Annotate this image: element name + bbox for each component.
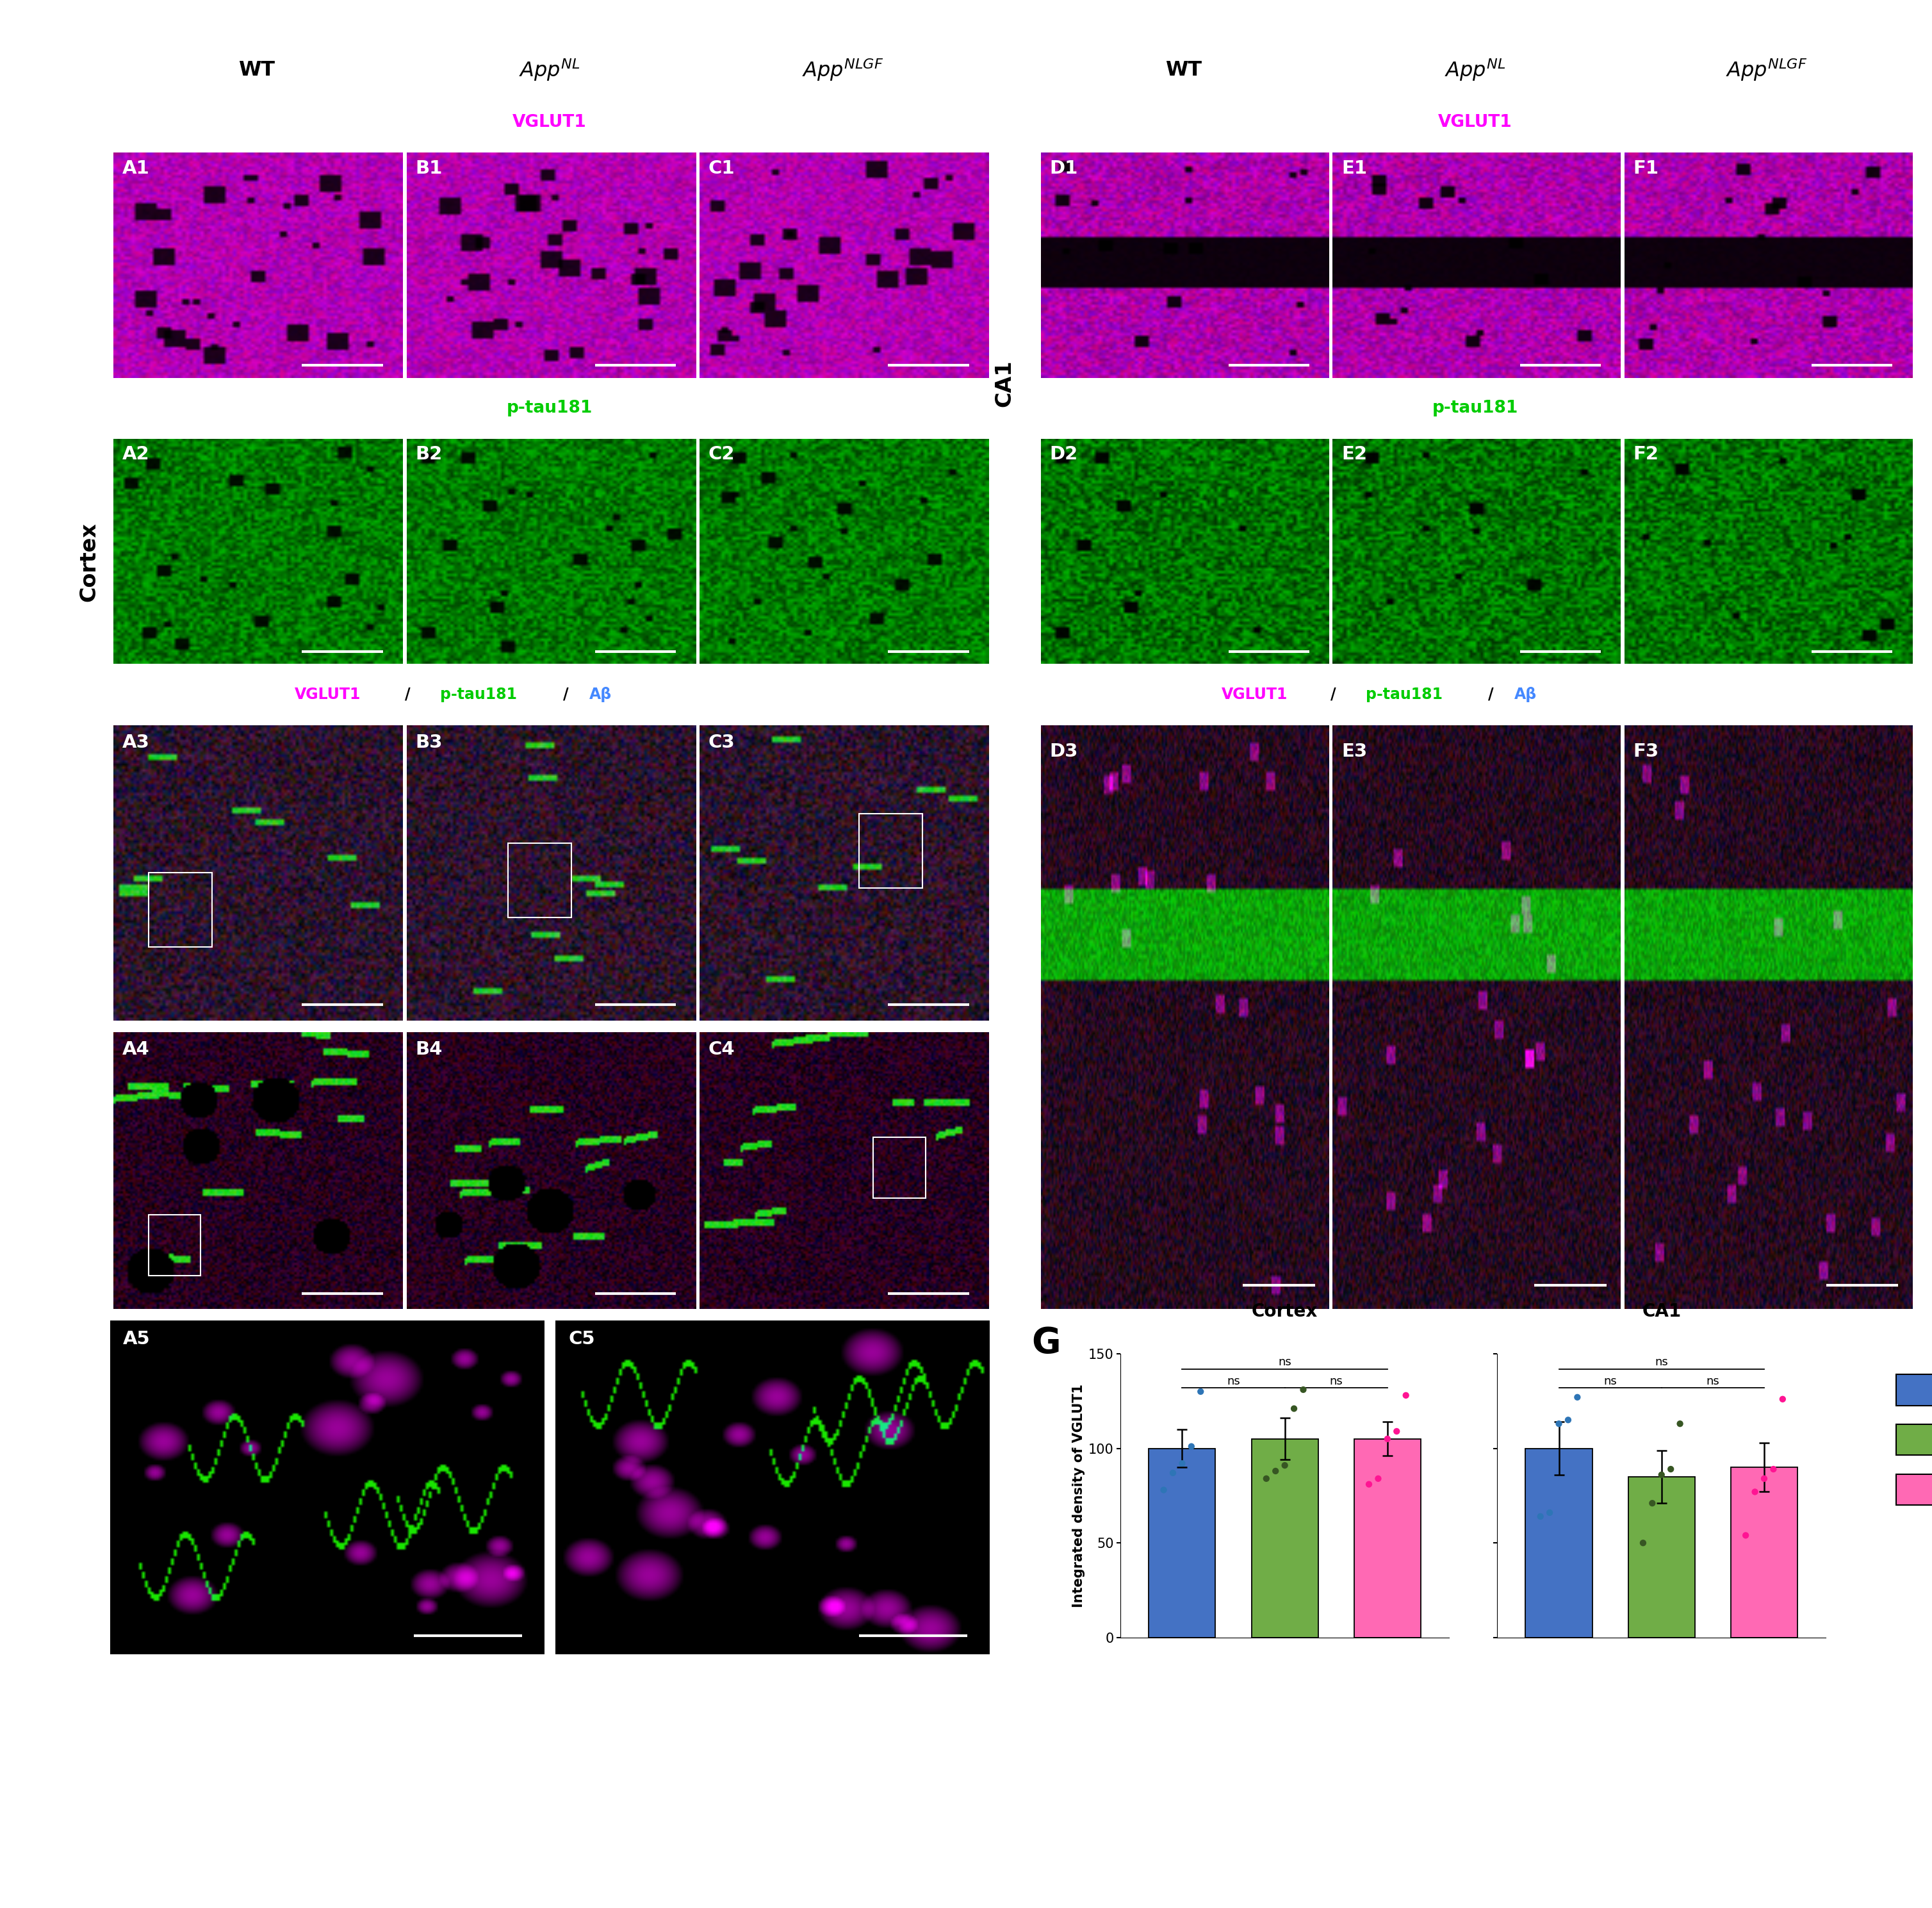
- Text: ns: ns: [1329, 1376, 1343, 1387]
- Point: [1279, 1393, 1310, 1423]
- Text: ns: ns: [1604, 1376, 1617, 1387]
- Point: [1391, 1379, 1422, 1410]
- Text: WT: WT: [238, 61, 274, 80]
- Point: [1636, 1488, 1667, 1519]
- Text: A4: A4: [122, 1040, 149, 1059]
- Point: [1544, 1408, 1575, 1439]
- Title: CA1: CA1: [1642, 1303, 1681, 1320]
- Text: F2: F2: [1633, 446, 1660, 464]
- Text: $\mathit{App}^{NLGF}$: $\mathit{App}^{NLGF}$: [802, 57, 883, 82]
- Point: [1524, 1502, 1555, 1532]
- Text: E3: E3: [1341, 742, 1368, 761]
- Text: /: /: [1488, 687, 1493, 702]
- Text: VGLUT1: VGLUT1: [1437, 114, 1513, 130]
- Text: p-tau181: p-tau181: [440, 687, 516, 702]
- Bar: [860, 815, 923, 887]
- Point: [1362, 1463, 1393, 1494]
- Text: $\mathit{App}^{NL}$: $\mathit{App}^{NL}$: [1445, 57, 1505, 82]
- Text: C3: C3: [709, 735, 734, 752]
- Text: B2: B2: [415, 446, 442, 464]
- Text: B4: B4: [415, 1040, 442, 1059]
- Text: VGLUT1: VGLUT1: [512, 114, 587, 130]
- Point: [1184, 1376, 1215, 1406]
- Text: VGLUT1: VGLUT1: [296, 687, 361, 702]
- Point: [1748, 1463, 1779, 1494]
- Text: A3: A3: [122, 735, 151, 752]
- Text: /: /: [1331, 687, 1337, 702]
- Text: VGLUT1: VGLUT1: [1221, 687, 1287, 702]
- Text: ns: ns: [1279, 1357, 1291, 1368]
- Text: D1: D1: [1049, 160, 1078, 177]
- Point: [1561, 1381, 1592, 1412]
- Bar: [508, 843, 572, 918]
- Text: WT: WT: [1165, 61, 1202, 80]
- Point: [1148, 1475, 1179, 1505]
- Point: [1269, 1450, 1300, 1481]
- Bar: [1354, 1439, 1420, 1637]
- Title: Cortex: Cortex: [1252, 1303, 1318, 1320]
- Text: D2: D2: [1049, 446, 1078, 464]
- Text: F1: F1: [1633, 160, 1660, 177]
- Text: Aβ: Aβ: [1515, 687, 1538, 702]
- Text: C4: C4: [709, 1040, 734, 1059]
- Bar: [1895, 1374, 1932, 1406]
- Point: [1768, 1383, 1799, 1414]
- Text: E2: E2: [1341, 446, 1368, 464]
- Text: Cortex: Cortex: [79, 523, 99, 601]
- Text: Aβ: Aβ: [589, 687, 612, 702]
- Text: ns: ns: [1227, 1376, 1240, 1387]
- Text: B1: B1: [415, 160, 442, 177]
- Text: p-tau181: p-tau181: [1366, 687, 1443, 702]
- Text: /: /: [562, 687, 568, 702]
- Text: CA1: CA1: [995, 361, 1014, 406]
- Text: G: G: [1032, 1326, 1061, 1360]
- Point: [1157, 1458, 1188, 1488]
- Point: [1260, 1456, 1291, 1486]
- Text: $\mathit{App}^{NL}$: $\mathit{App}^{NL}$: [520, 57, 580, 82]
- Bar: [149, 1215, 201, 1276]
- Point: [1289, 1374, 1320, 1404]
- Bar: [1526, 1448, 1592, 1637]
- Point: [1739, 1477, 1770, 1507]
- Point: [1665, 1408, 1696, 1439]
- Bar: [1150, 1448, 1215, 1637]
- Bar: [1895, 1423, 1932, 1456]
- Bar: [1629, 1477, 1694, 1637]
- Text: B3: B3: [415, 735, 442, 752]
- Point: [1553, 1404, 1584, 1435]
- Text: D3: D3: [1049, 742, 1078, 761]
- Bar: [1731, 1467, 1797, 1637]
- Text: C5: C5: [568, 1330, 595, 1349]
- Text: C2: C2: [709, 446, 734, 464]
- Text: F3: F3: [1633, 742, 1660, 761]
- Y-axis label: Integrated density of VGLUT1: Integrated density of VGLUT1: [1072, 1383, 1086, 1607]
- Bar: [873, 1137, 925, 1198]
- Bar: [1252, 1439, 1318, 1637]
- Point: [1167, 1448, 1198, 1479]
- Text: C1: C1: [709, 160, 734, 177]
- Point: [1354, 1469, 1385, 1500]
- Text: A2: A2: [122, 446, 149, 464]
- Text: $\mathit{App}^{NLGF}$: $\mathit{App}^{NLGF}$: [1725, 57, 1808, 82]
- Text: A5: A5: [124, 1330, 151, 1349]
- Text: E1: E1: [1341, 160, 1368, 177]
- Text: p-tau181: p-tau181: [506, 401, 593, 416]
- Point: [1758, 1454, 1789, 1484]
- Text: p-tau181: p-tau181: [1432, 401, 1519, 416]
- Text: ns: ns: [1656, 1357, 1667, 1368]
- Text: A1: A1: [122, 160, 149, 177]
- Bar: [1895, 1475, 1932, 1505]
- Point: [1646, 1460, 1677, 1490]
- Point: [1250, 1463, 1281, 1494]
- Point: [1534, 1498, 1565, 1528]
- Point: [1656, 1454, 1687, 1484]
- Text: /: /: [404, 687, 410, 702]
- Text: ns: ns: [1706, 1376, 1719, 1387]
- Point: [1731, 1521, 1762, 1551]
- Bar: [149, 874, 213, 946]
- Point: [1381, 1416, 1412, 1446]
- Point: [1177, 1431, 1208, 1462]
- Point: [1627, 1528, 1658, 1559]
- Point: [1372, 1423, 1403, 1454]
